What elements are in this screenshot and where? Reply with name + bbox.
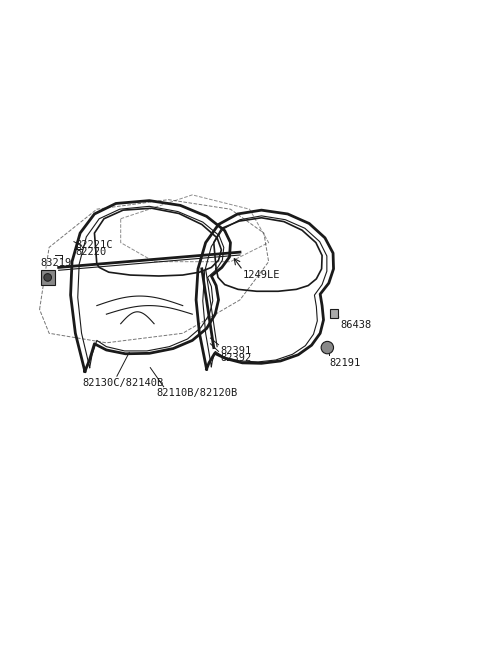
Text: 83219: 83219 — [40, 258, 72, 268]
Text: 82221C: 82221C — [75, 240, 113, 250]
Text: 82110B/82120B: 82110B/82120B — [156, 388, 238, 398]
Text: 82130C/82140B: 82130C/82140B — [83, 378, 164, 388]
Text: 82392: 82392 — [220, 353, 251, 363]
Text: 82220: 82220 — [75, 248, 107, 258]
Bar — [40, 270, 55, 284]
Text: 82191: 82191 — [330, 358, 361, 368]
Circle shape — [321, 342, 334, 353]
Bar — [330, 309, 338, 318]
Text: 1249LE: 1249LE — [242, 270, 280, 281]
Text: 82391: 82391 — [220, 346, 251, 356]
Text: 86438: 86438 — [340, 320, 372, 330]
Circle shape — [44, 273, 51, 281]
